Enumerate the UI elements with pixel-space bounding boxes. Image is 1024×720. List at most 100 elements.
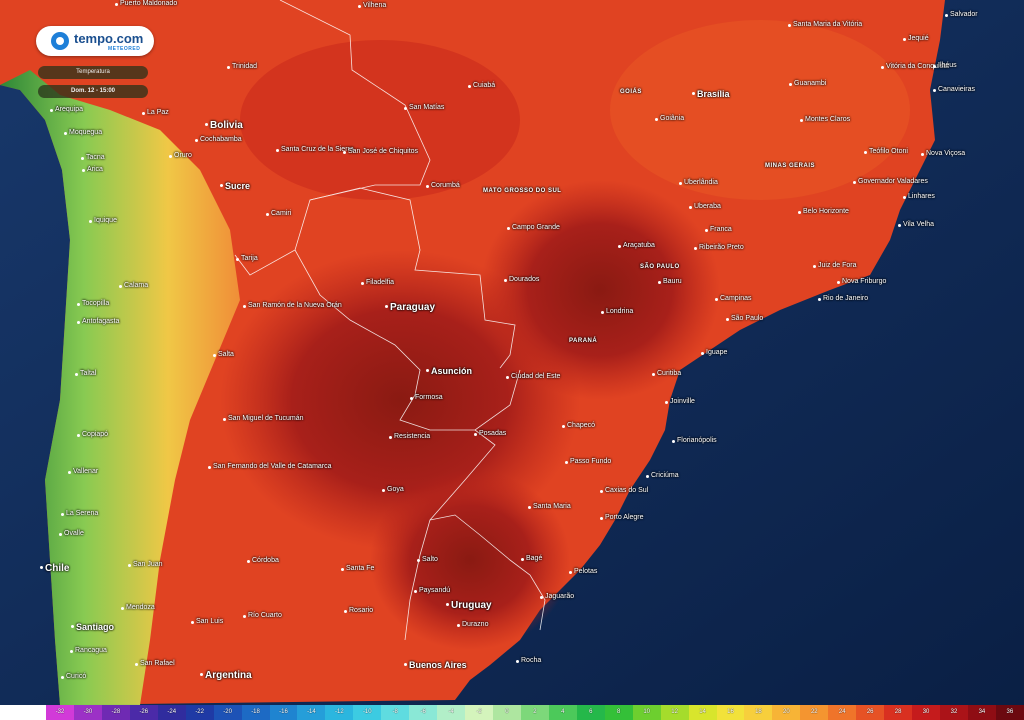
city-label: Filadelfia (360, 279, 395, 286)
city-label: Vilhena (357, 2, 387, 9)
city-label: Rancagua (70, 647, 107, 654)
city-label: Oruro (169, 152, 192, 159)
city-label: Córdoba (247, 557, 279, 564)
city-label: Formosa (410, 394, 443, 401)
layer-time[interactable]: Dom. 12 - 15:00 (38, 85, 148, 98)
brand-logo[interactable]: tempo.com METEORED (36, 26, 154, 56)
legend-cell: -14 (297, 705, 326, 720)
legend-cell: 0 (493, 705, 521, 720)
city-label: Santa Cruz de la Sierra (276, 146, 354, 153)
legend-cell: 16 (716, 705, 745, 720)
legend-cell: 18 (744, 705, 773, 720)
city-label: Jequié (903, 35, 929, 42)
city-label: Tarija (236, 255, 258, 262)
country-label: Argentina (200, 670, 252, 681)
legend-cell: 8 (604, 705, 633, 720)
legend-cell: 34 (967, 705, 996, 720)
legend-unit-cell (0, 705, 46, 720)
legend-cell: 36 (995, 705, 1024, 720)
city-label: Pelotas (568, 568, 598, 575)
legend-cell: 24 (828, 705, 857, 720)
city-label: Guanambi (788, 80, 827, 87)
state-label: PARANÁ (569, 338, 598, 344)
layer-title[interactable]: Temperatura (38, 66, 148, 79)
legend-cell: 32 (940, 705, 968, 720)
city-label: Franca (705, 226, 732, 233)
legend-cell: -30 (73, 705, 102, 720)
city-label: Arequipa (49, 106, 84, 113)
legend-cell: -32 (46, 705, 74, 720)
legend-cell: -4 (437, 705, 466, 720)
city-label: Rocha (515, 657, 542, 664)
city-label: Santa Maria da Vitória (787, 21, 863, 28)
city-label: Montes Claros (799, 116, 851, 123)
city-label: Calama (118, 282, 149, 289)
state-label: MATO GROSSO DO SUL (483, 188, 562, 194)
city-label: Jaguarão (539, 593, 575, 600)
city-label: Bauru (658, 278, 682, 285)
city-label: Rio de Janeiro (817, 295, 869, 302)
city-label: Porto Alegre (600, 514, 644, 521)
legend-cell: -24 (157, 705, 186, 720)
city-label: Ovalle (59, 530, 84, 537)
city-label: Vitória da Conquista (881, 63, 949, 70)
city-label: La Serena (60, 510, 99, 517)
legend-cell: -6 (409, 705, 438, 720)
city-label: Paysandú (413, 587, 451, 594)
city-label: Cuiabá (467, 82, 496, 89)
city-label: San Matías (403, 104, 445, 111)
legend-cell: -16 (269, 705, 298, 720)
city-label: San Juan (128, 561, 163, 568)
legend-cell: -2 (465, 705, 493, 720)
legend-cell: 30 (912, 705, 940, 720)
city-label: Uberlândia (679, 179, 718, 186)
country-borders (234, 0, 546, 641)
city-label: Iquique (89, 217, 117, 224)
city-label: San Miguel de Tucumán (223, 415, 304, 422)
temperature-legend: -32 -30 -28 -26 -24 -22 -20 -18 -16 -14 -12 -10 -8 -6… (0, 705, 1024, 720)
city-label: Bagé (520, 555, 543, 562)
city-label: Goya (382, 486, 404, 493)
legend-cell: 6 (576, 705, 605, 720)
city-label: La Paz (142, 109, 169, 116)
city-label: San Fernando del Valle de Catamarca (208, 463, 332, 470)
legend-cell: 22 (800, 705, 829, 720)
heat-core-mato-grosso (240, 40, 520, 200)
city-label: Mendoza (121, 604, 155, 611)
city-label: Santa Fe (340, 565, 375, 572)
city-label: Iguape (700, 349, 728, 356)
legend-cell: 28 (884, 705, 913, 720)
legend-cell: -26 (129, 705, 158, 720)
andes-band (0, 70, 240, 705)
heat-core-uruguay (370, 470, 570, 650)
capital-label: Sucre (219, 181, 251, 191)
city-label: Florianópolis (672, 437, 717, 444)
city-label: Vila Velha (897, 221, 935, 228)
city-label: Vallenar (67, 468, 99, 475)
legend-cell: 14 (688, 705, 717, 720)
country-label: Chile (39, 563, 70, 574)
city-label: Santa Maria (528, 503, 571, 510)
city-label: Belo Horizonte (798, 208, 849, 215)
legend-cell: -28 (101, 705, 130, 720)
city-label: San Ramón de la Nueva Orán (243, 302, 342, 309)
legend-cell: -18 (241, 705, 270, 720)
city-label: Passo Fundo (564, 458, 612, 465)
city-label: Antofagasta (76, 318, 120, 325)
city-label: Ribeirão Preto (694, 244, 744, 251)
city-label: Salto (417, 556, 438, 563)
legend-cell: -22 (185, 705, 214, 720)
city-label: Posadas (473, 430, 507, 437)
city-label: Cochabamba (195, 136, 242, 143)
city-label: Goiânia (654, 115, 685, 122)
legend-cell: 12 (660, 705, 689, 720)
country-label: Paraguay (384, 302, 436, 313)
legend-cell: 4 (548, 705, 577, 720)
city-label: Campo Grande (507, 224, 560, 231)
legend-cell: -8 (381, 705, 410, 720)
capital-label: Asunción (425, 366, 473, 376)
city-label: Salta (213, 351, 234, 358)
legend-cell: -10 (353, 705, 382, 720)
city-label: Criciúma (646, 472, 679, 479)
